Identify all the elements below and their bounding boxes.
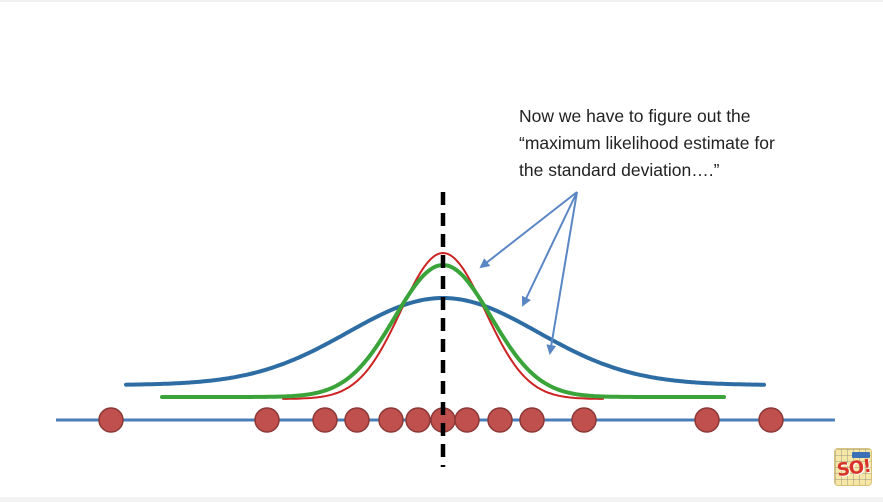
data-point-13 bbox=[758, 407, 784, 433]
arrow-to-wide-curve bbox=[546, 191, 578, 355]
data-point-9 bbox=[487, 407, 513, 433]
data-point-8 bbox=[454, 407, 480, 433]
statquest-logo-icon: SO! bbox=[834, 448, 872, 486]
normal-curve-narrow bbox=[282, 251, 604, 400]
arrow-to-narrow-curve bbox=[479, 191, 578, 269]
data-point-3 bbox=[312, 407, 338, 433]
data-point-11 bbox=[571, 407, 597, 433]
top-border bbox=[0, 0, 883, 2]
data-points bbox=[98, 407, 784, 433]
data-point-5 bbox=[378, 407, 404, 433]
logo-banner bbox=[852, 452, 870, 458]
data-point-10 bbox=[519, 407, 545, 433]
arrow-to-medium-curve bbox=[521, 191, 578, 307]
data-point-4 bbox=[344, 407, 370, 433]
bottom-border bbox=[0, 497, 883, 502]
callout-text: Now we have to figure out the “maximum l… bbox=[519, 106, 775, 180]
callout-arrows bbox=[479, 191, 578, 355]
data-point-1 bbox=[98, 407, 124, 433]
data-point-6 bbox=[405, 407, 431, 433]
data-point-12 bbox=[694, 407, 720, 433]
data-point-2 bbox=[254, 407, 280, 433]
